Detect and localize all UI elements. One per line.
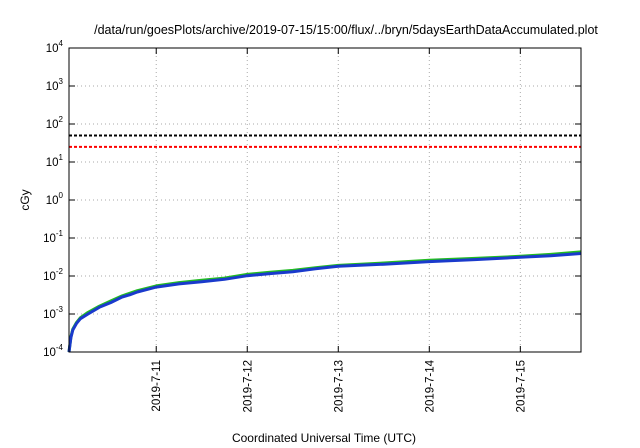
y-tick-label: 102 — [46, 115, 64, 131]
y-axis-ticks: 10-4 10-3 10-2 10-1 100 101 102 103 104 — [43, 39, 581, 359]
x-axis-ticks: 2019-7-11 2019-7-12 2019-7-13 2019-7-14 2019… — [151, 48, 527, 412]
x-tick-label: 2019-7-11 — [151, 360, 163, 412]
y-tick-label: 10-3 — [43, 305, 63, 321]
reference-lines — [69, 134, 581, 148]
y-tick-label: 10-2 — [43, 267, 63, 283]
x-tick-label: 2019-7-15 — [515, 360, 527, 412]
chart-title: /data/run/goesPlots/archive/2019-07-15/1… — [94, 23, 598, 37]
series-lines — [67, 250, 582, 353]
y-axis-label: cGy — [18, 189, 32, 210]
x-tick-label: 2019-7-14 — [424, 359, 436, 412]
series-line-2 — [67, 252, 582, 353]
x-tick-label: 2019-7-12 — [242, 360, 254, 412]
y-tick-label: 100 — [46, 191, 64, 207]
y-tick-label: 101 — [46, 153, 64, 169]
y-tick-label: 103 — [46, 77, 64, 93]
x-tick-label: 2019-7-13 — [333, 360, 345, 412]
y-tick-label: 104 — [46, 39, 64, 55]
y-tick-label: 10-1 — [43, 229, 63, 245]
grid — [69, 48, 581, 352]
y-tick-label: 10-4 — [43, 343, 63, 359]
x-axis-label: Coordinated Universal Time (UTC) — [232, 431, 416, 445]
